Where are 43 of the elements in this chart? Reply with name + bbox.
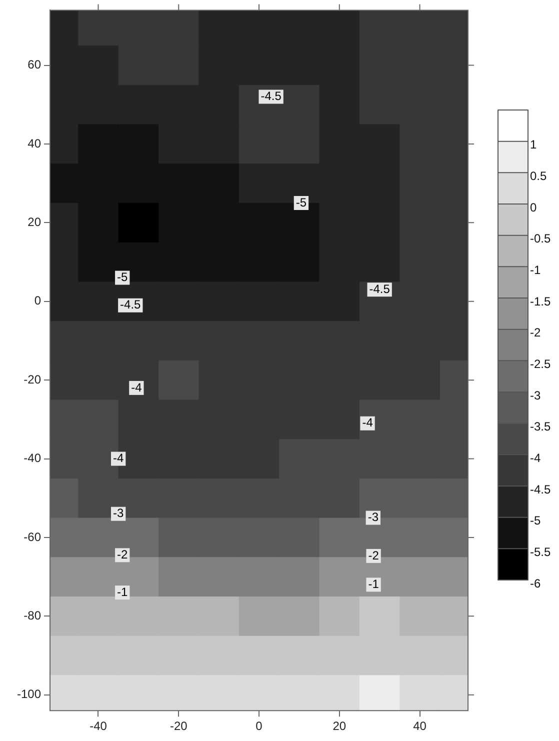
color-bar-label: -1 xyxy=(530,262,541,277)
y-tick-label: -20 xyxy=(24,372,42,386)
color-bar-label: -1.5 xyxy=(530,294,552,308)
x-tick-label: -40 xyxy=(90,719,108,734)
annotation: -2 xyxy=(368,548,380,562)
annotation: -1 xyxy=(368,577,380,591)
color-bar-label: -2 xyxy=(530,326,541,340)
y-tick-label: 40 xyxy=(28,136,42,150)
annotation: -4 xyxy=(362,416,374,430)
annotation: -4.5 xyxy=(369,282,390,296)
color-bar-label: -3.5 xyxy=(530,420,552,434)
color-bar-label: -6 xyxy=(530,576,541,590)
annotation: -5 xyxy=(117,270,128,284)
color-bar-label: -3 xyxy=(530,388,541,402)
annotation: -3 xyxy=(368,510,379,524)
color-bar-label: 0 xyxy=(530,200,537,214)
color-bar-label: -4.5 xyxy=(530,482,552,496)
color-bar-label: -4 xyxy=(530,450,541,465)
y-tick-label: -40 xyxy=(24,451,42,466)
x-tick-label: 0 xyxy=(256,719,263,734)
y-tick-label: 20 xyxy=(28,214,42,229)
annotation: -4 xyxy=(113,451,124,466)
x-tick-label: 20 xyxy=(332,719,346,734)
color-bar-label: 0.5 xyxy=(530,168,548,183)
color-bar-label: -2.5 xyxy=(530,356,552,371)
x-tick-label: -20 xyxy=(170,719,188,734)
color-bar-label: 1 xyxy=(530,138,537,152)
y-tick-label: -100 xyxy=(16,687,42,702)
annotation: -2 xyxy=(117,547,128,562)
annotation: -1 xyxy=(117,584,128,599)
annotation: -3 xyxy=(113,506,124,520)
x-tick-label: 40 xyxy=(413,719,427,734)
color-bar-label: -0.5 xyxy=(530,232,552,246)
color-bar-label: -5 xyxy=(530,514,541,528)
annotation: -4.5 xyxy=(260,89,282,104)
annotation: -4.5 xyxy=(120,298,142,312)
y-tick-label: 0 xyxy=(34,294,42,308)
color-bar-label: -5.5 xyxy=(530,544,552,559)
annotation: -5 xyxy=(296,195,307,210)
y-tick-label: 60 xyxy=(28,58,42,72)
annotation: -4 xyxy=(131,380,142,394)
y-tick-label: -80 xyxy=(24,608,42,622)
y-tick-label: -60 xyxy=(24,530,42,544)
